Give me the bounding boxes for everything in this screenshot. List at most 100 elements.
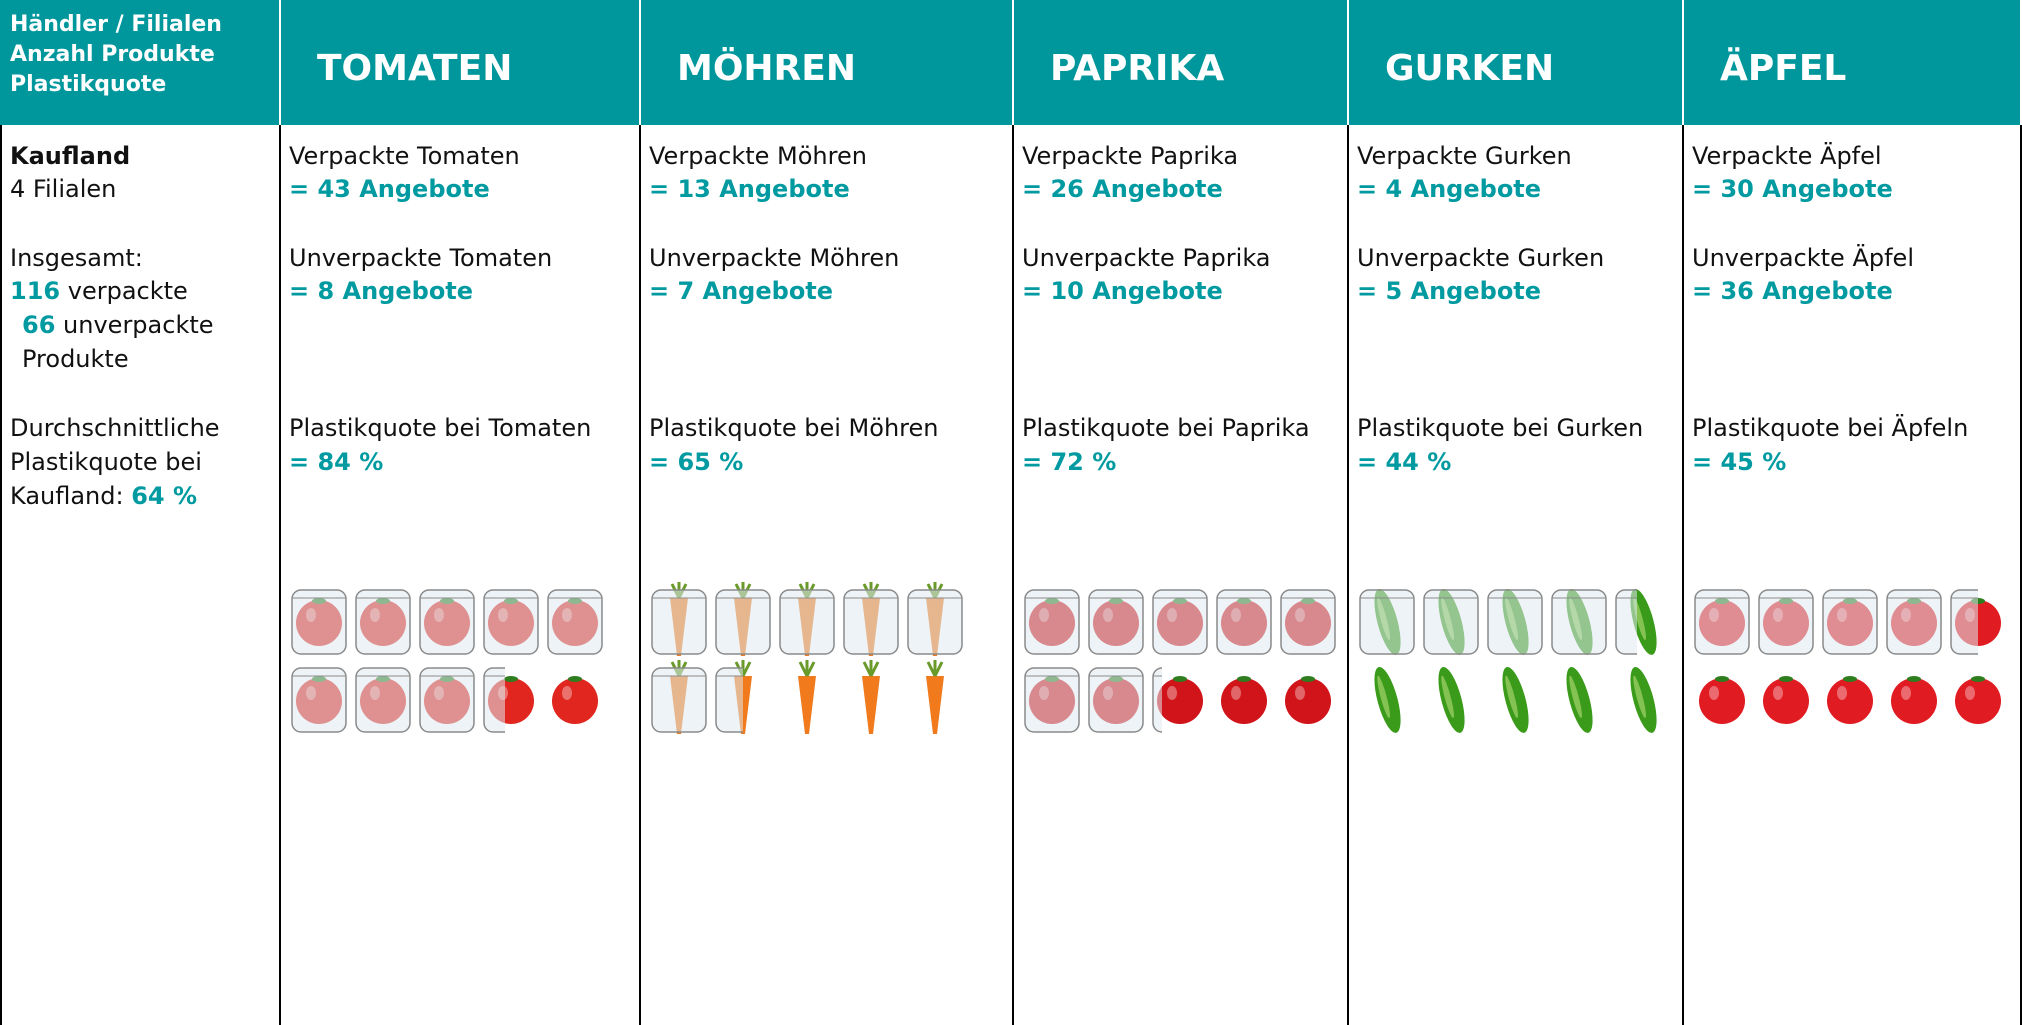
package — [1887, 590, 1941, 654]
packed: 116 verpackte — [10, 274, 188, 308]
package — [548, 590, 602, 654]
unpacked-label: Unverpackte Paprika — [1022, 241, 1271, 275]
package — [420, 668, 474, 732]
package — [908, 590, 962, 654]
package — [1217, 590, 1271, 654]
fruit-leaf — [1779, 676, 1793, 682]
icon — [420, 590, 474, 654]
icon — [1360, 587, 1414, 658]
icon — [1217, 590, 1271, 654]
icon — [1561, 665, 1598, 736]
quota-label: Plastikquote bei Tomaten — [289, 411, 591, 445]
package — [1424, 590, 1478, 654]
package — [1025, 590, 1079, 654]
package — [780, 590, 834, 654]
icon — [1488, 587, 1542, 658]
quota-label: Plastikquote bei Paprika — [1022, 411, 1310, 445]
unpacked-count: = 10 Angebote — [1022, 274, 1223, 308]
packed-count: = 26 Angebote — [1022, 172, 1223, 206]
fruit-leaf — [568, 676, 582, 682]
icon — [1025, 668, 1079, 732]
icon — [1433, 665, 1470, 736]
quota-label: Plastikquote bei Möhren — [649, 411, 938, 445]
icon — [1089, 668, 1143, 732]
icon — [1153, 590, 1207, 654]
retailer-name: Kaufland — [10, 139, 130, 173]
product-title: TOMATEN — [317, 48, 639, 89]
header-line: Anzahl Produkte — [10, 40, 279, 70]
quota-label: = 72 % — [1022, 445, 1116, 479]
fruit — [1285, 678, 1331, 724]
icon — [1089, 590, 1143, 654]
icon — [1823, 590, 1877, 654]
icon — [1955, 676, 2001, 724]
icon — [652, 582, 706, 656]
fruit-leaf — [1843, 676, 1857, 682]
icon — [1759, 590, 1813, 654]
package — [844, 590, 898, 654]
unpacked-count: = 5 Angebote — [1357, 274, 1541, 308]
fruit-shine — [1773, 686, 1783, 700]
fruit-shine — [1167, 686, 1177, 700]
unpacked: 66 unverpackte Produkte — [10, 308, 232, 376]
product-cell: Verpackte Tomaten= 43 AngeboteUnverpackt… — [281, 125, 641, 1025]
stores-label: Filialen — [33, 175, 116, 203]
icon — [1497, 665, 1534, 736]
fruit-leaf — [928, 660, 942, 676]
quota-label: Plastikquote bei Äpfeln — [1692, 411, 1968, 445]
package — [1089, 668, 1143, 732]
icon — [716, 582, 770, 656]
package — [356, 668, 410, 732]
icon — [1424, 587, 1478, 658]
table: Händler / Filialen Anzahl Produkte Plast… — [0, 0, 2022, 1025]
header-line: Händler / Filialen — [10, 10, 279, 40]
package — [1025, 668, 1079, 732]
fruit-shine — [1965, 686, 1975, 700]
icon — [862, 660, 880, 734]
packed-label: verpackte — [68, 277, 188, 305]
icon — [716, 660, 770, 734]
package — [716, 668, 770, 732]
package — [1759, 590, 1813, 654]
unpacked-count: 66 — [22, 311, 55, 339]
package — [292, 590, 346, 654]
header-cell: MÖHREN — [641, 0, 1014, 125]
icon — [1281, 590, 1335, 654]
icon — [420, 668, 474, 732]
fruit-leaf — [1173, 676, 1187, 682]
icon — [1891, 676, 1937, 724]
package — [1281, 590, 1335, 654]
fruit-shine — [1709, 686, 1719, 700]
pictogram — [1684, 570, 2018, 770]
icon — [356, 668, 410, 732]
fruit-shine — [1901, 686, 1911, 700]
pictogram — [281, 570, 637, 770]
unpacked-label: Unverpackte Äpfel — [1692, 241, 1914, 275]
package — [1823, 590, 1877, 654]
fruit — [926, 676, 944, 734]
package — [484, 590, 538, 654]
fruit-leaf — [1237, 676, 1251, 682]
total-label: Insgesamt: — [10, 241, 143, 275]
product-title: MÖHREN — [677, 48, 1012, 89]
icon — [484, 668, 538, 732]
icon — [1763, 676, 1809, 724]
fruit — [1763, 678, 1809, 724]
icon — [1285, 676, 1331, 724]
stores-count: 4 — [10, 175, 25, 203]
fruit-shine — [1231, 686, 1241, 700]
header-cell: GURKEN — [1349, 0, 1684, 125]
package — [356, 590, 410, 654]
product-cell: Verpackte Äpfel= 30 AngeboteUnverpackte … — [1684, 125, 2022, 1025]
icon — [292, 668, 346, 732]
avg-value: 64 % — [131, 482, 197, 510]
icon — [1025, 590, 1079, 654]
icon — [844, 582, 898, 656]
product-cell: Verpackte Möhren= 13 AngeboteUnverpackte… — [641, 125, 1014, 1025]
icon — [1616, 587, 1670, 658]
packed-count: 116 — [10, 277, 60, 305]
pictogram — [1349, 570, 1680, 770]
fruit-leaf — [800, 660, 814, 676]
package — [716, 590, 770, 654]
icon — [552, 676, 598, 724]
